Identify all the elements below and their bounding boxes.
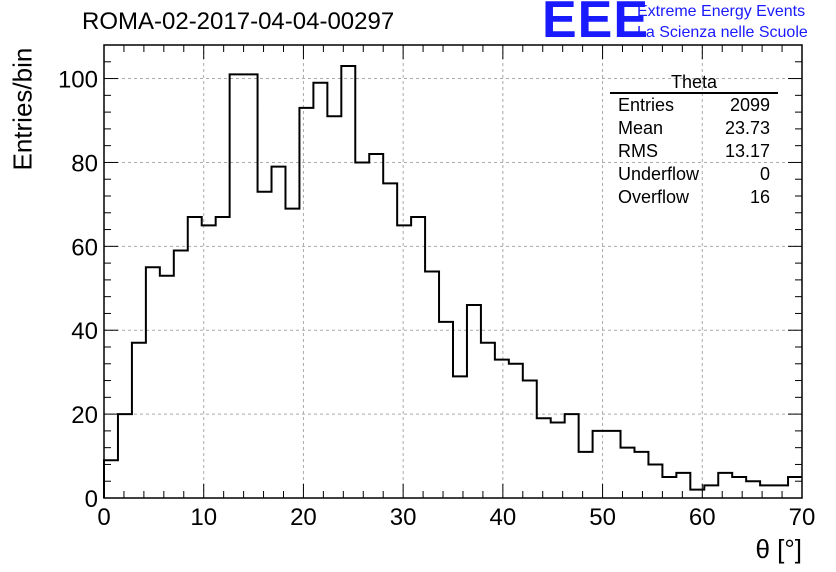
stats-value: 13.17 bbox=[724, 141, 770, 161]
stats-value: 23.73 bbox=[724, 118, 770, 138]
histogram-bin bbox=[439, 322, 453, 498]
histogram-series bbox=[103, 64, 802, 498]
stats-value: 0 bbox=[759, 164, 770, 184]
histogram-bin bbox=[188, 217, 202, 498]
histogram-bin bbox=[495, 360, 509, 498]
histogram-bin bbox=[565, 414, 579, 498]
histogram-bin bbox=[369, 154, 383, 498]
histogram-bin bbox=[341, 66, 355, 498]
histogram-bin bbox=[579, 452, 593, 498]
histogram-bin bbox=[313, 83, 327, 498]
histogram-bin bbox=[760, 485, 774, 498]
histogram-bin bbox=[774, 485, 788, 498]
x-tick-label: 60 bbox=[689, 504, 716, 531]
x-tick-label: 10 bbox=[190, 504, 217, 531]
histogram-bin bbox=[704, 485, 718, 498]
stats-label: Overflow bbox=[618, 187, 690, 207]
histogram-bin bbox=[272, 167, 286, 498]
histogram-bin bbox=[160, 276, 174, 498]
histogram-bin bbox=[551, 423, 565, 499]
chart-title: ROMA-02-2017-04-04-00297 bbox=[82, 8, 395, 35]
histogram-bin bbox=[718, 473, 732, 498]
eee-logo-mark: EEE bbox=[542, 0, 650, 49]
y-tick-label: 80 bbox=[71, 150, 98, 177]
histogram-bin bbox=[425, 272, 439, 499]
stats-box: Theta Entries 2099 Mean 23.73 RMS 13.17 … bbox=[610, 72, 778, 209]
x-tick-label: 50 bbox=[589, 504, 616, 531]
histogram-bin bbox=[355, 162, 369, 498]
histogram-bin bbox=[593, 431, 607, 498]
histogram-bin bbox=[648, 464, 662, 498]
histogram-bin bbox=[285, 209, 299, 498]
histogram-bin bbox=[216, 217, 230, 498]
histogram-bin bbox=[230, 74, 244, 498]
x-tick-label: 70 bbox=[789, 504, 816, 531]
histogram-bin bbox=[327, 116, 341, 498]
stats-row-overflow: Overflow 16 bbox=[610, 186, 778, 209]
histogram-bin bbox=[174, 251, 188, 498]
y-tick-label: 0 bbox=[85, 486, 98, 513]
histogram-bin bbox=[537, 418, 551, 498]
histogram-bin bbox=[509, 364, 523, 498]
histogram-bin bbox=[118, 414, 132, 498]
y-tick-label: 60 bbox=[71, 234, 98, 261]
histogram-bin bbox=[662, 477, 676, 498]
histogram-bin bbox=[523, 381, 537, 498]
stats-row-entries: Entries 2099 bbox=[610, 94, 778, 117]
y-tick-label: 40 bbox=[71, 318, 98, 345]
histogram-bin bbox=[690, 490, 704, 498]
histogram-bin bbox=[634, 452, 648, 498]
stats-label: Entries bbox=[618, 95, 675, 115]
histogram-bin bbox=[104, 460, 118, 498]
stats-row-mean: Mean 23.73 bbox=[610, 117, 778, 140]
stats-label: Mean bbox=[618, 118, 664, 138]
histogram-bin bbox=[258, 192, 272, 498]
x-tick-label: 40 bbox=[490, 504, 517, 531]
plot-frame bbox=[103, 44, 803, 499]
histogram-bin bbox=[621, 448, 635, 498]
histogram-bin bbox=[146, 267, 160, 498]
stats-value: 16 bbox=[749, 187, 770, 207]
histogram-bin bbox=[244, 74, 258, 498]
x-axis-label: θ [°] bbox=[755, 534, 802, 564]
histogram-bin bbox=[397, 225, 411, 498]
histogram-bin bbox=[299, 108, 313, 498]
stats-row-underflow: Underflow 0 bbox=[610, 163, 778, 186]
stats-row-rms: RMS 13.17 bbox=[610, 140, 778, 163]
stats-title: Theta bbox=[610, 72, 778, 94]
stats-value: 2099 bbox=[729, 95, 770, 115]
x-tick-label: 30 bbox=[390, 504, 417, 531]
y-tick-label: 100 bbox=[58, 67, 98, 94]
histogram-bin bbox=[746, 481, 760, 498]
stats-label: Underflow bbox=[618, 164, 700, 184]
x-tick-label: 0 bbox=[97, 504, 110, 531]
histogram-bin bbox=[676, 473, 690, 498]
logo-text-line1: Extreme Energy Events bbox=[637, 3, 806, 20]
histogram-bin bbox=[383, 183, 397, 498]
histogram-bin bbox=[202, 225, 216, 498]
y-axis-label: Entries/bin bbox=[7, 47, 38, 171]
histogram-bin bbox=[732, 477, 746, 498]
histogram-bin bbox=[467, 305, 481, 498]
histogram-bin bbox=[453, 376, 467, 498]
histogram-bin bbox=[607, 431, 621, 498]
histogram-bin bbox=[788, 477, 802, 498]
histogram-bin bbox=[411, 217, 425, 498]
x-tick-label: 20 bbox=[290, 504, 317, 531]
histogram-bin bbox=[481, 343, 495, 498]
stats-label: RMS bbox=[618, 141, 658, 161]
histogram-bin bbox=[132, 343, 146, 498]
logo-text-line2: La Scienza nelle Scuole bbox=[637, 24, 808, 41]
y-tick-label: 20 bbox=[71, 402, 98, 429]
